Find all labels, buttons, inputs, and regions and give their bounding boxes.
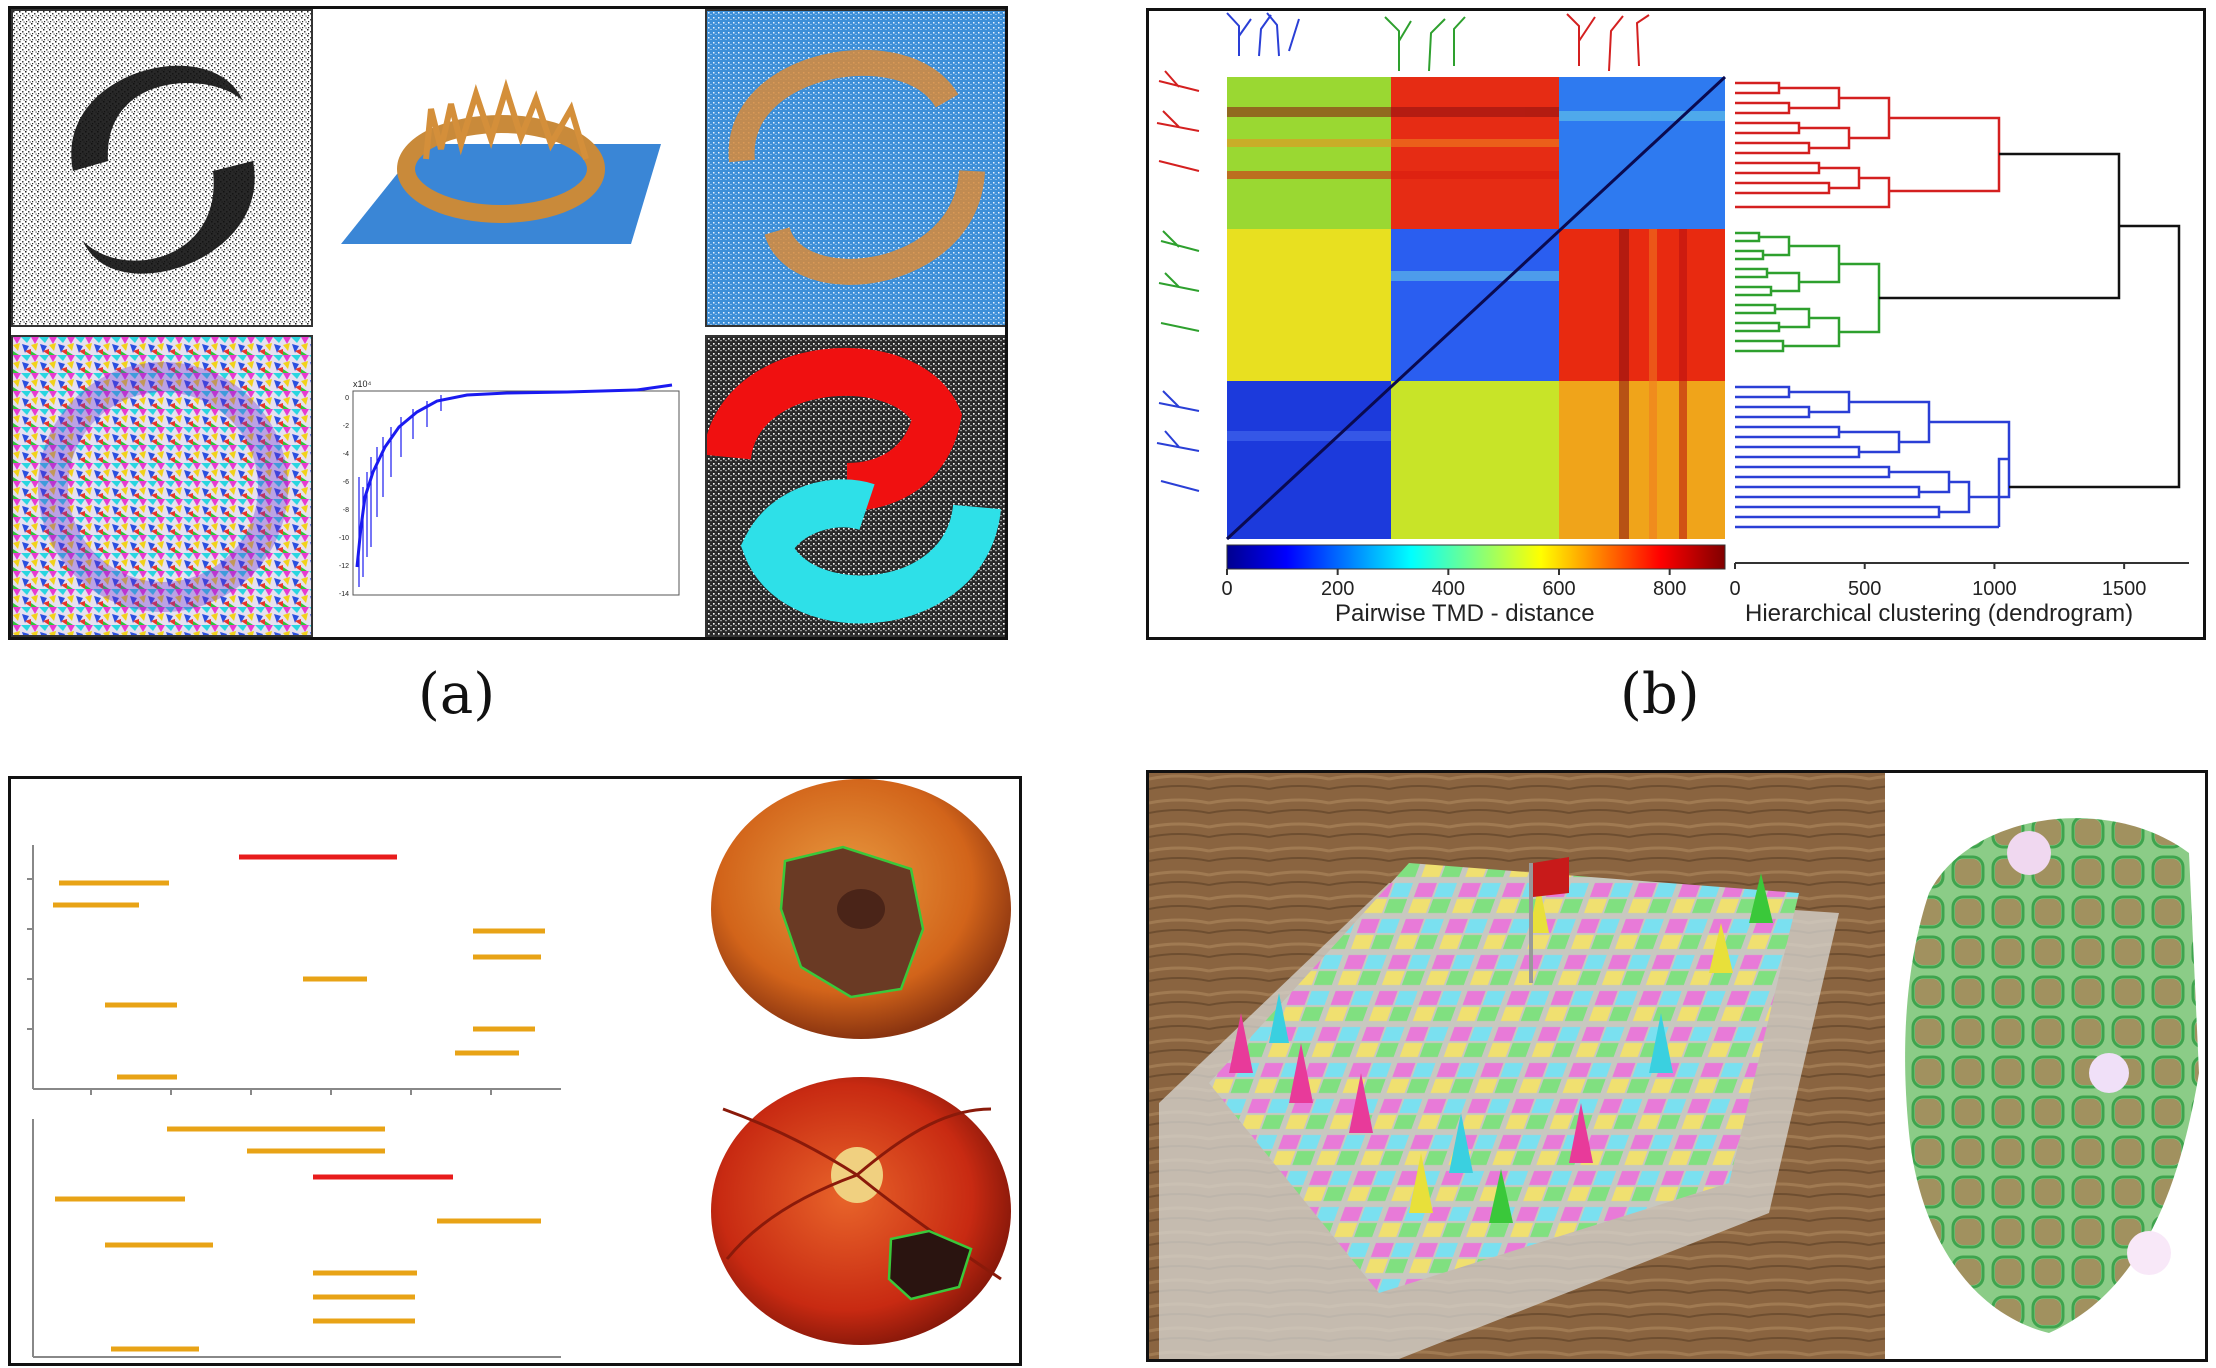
colorbar-label: Pairwise TMD - distance — [1335, 600, 1595, 627]
dendrogram-tick-label: 500 — [1848, 578, 1881, 600]
spiral-noise-image — [11, 9, 313, 327]
eigenvalue-plot: x10⁴ 0 -2 -4 -6 -8 -10 -12 -14 — [337, 377, 687, 603]
plot-y-tick-label: -12 — [339, 563, 349, 570]
retina-image-bottom — [711, 1077, 1011, 1345]
spiral-clustering-image — [705, 335, 1005, 637]
panel-b: 0 200 400 600 800 Pairwise TMD - distance — [1146, 8, 2206, 640]
colorbar-tick-label: 600 — [1542, 578, 1575, 600]
colorbar-tick-label: 0 — [1221, 578, 1232, 600]
dendrogram-tick-label: 0 — [1729, 578, 1740, 600]
plot-y-tick-label: 0 — [345, 395, 349, 402]
distance-matrix — [1225, 75, 1727, 541]
plot-y-tick-label: -10 — [339, 535, 349, 542]
interval-plot-top — [27, 845, 561, 1095]
spiral-density-image — [705, 9, 1005, 327]
cell-volume-rendering — [1885, 773, 2205, 1359]
retina-image-top — [711, 779, 1011, 1039]
caption-b: (b) — [1620, 662, 1700, 727]
dendrogram-ticks: 0 500 1000 1500 — [1729, 563, 2146, 600]
colorbar-tick-label: 400 — [1432, 578, 1465, 600]
plot-y-tick-label: -4 — [343, 451, 349, 458]
voronoi-segmentation-image — [11, 335, 313, 637]
interval-plot-bottom — [32, 1119, 561, 1358]
dendrogram-tick-label: 1500 — [2102, 578, 2147, 600]
terrain-rendering — [1149, 773, 1885, 1359]
dendrogram-label: Hierarchical clustering (dendrogram) — [1745, 600, 2133, 627]
dendrogram — [1735, 81, 2181, 529]
colorbar — [1226, 544, 1726, 570]
left-tree-thumbnails — [1156, 70, 1200, 492]
colorbar-tick-label: 200 — [1321, 578, 1354, 600]
caption-a: (a) — [418, 662, 496, 727]
plot-y-tick-label: -14 — [339, 591, 349, 598]
panel-d — [1146, 770, 2208, 1362]
plot-y-tick-label: -8 — [343, 507, 349, 514]
colorbar-tick-label: 800 — [1653, 578, 1686, 600]
plot-y-tick-label: -2 — [343, 423, 349, 430]
terrain-3d-image — [331, 49, 671, 259]
top-tree-thumbnails — [1226, 12, 1650, 72]
plot-y-tick-label: -6 — [343, 479, 349, 486]
panel-a: x10⁴ 0 -2 -4 -6 -8 -10 -12 -14 — [8, 6, 1008, 640]
plot-exponent-label: x10⁴ — [353, 379, 372, 389]
colorbar-ticks: 0 200 400 600 800 — [1221, 569, 1686, 600]
panel-c — [8, 776, 1022, 1366]
dendrogram-tick-label: 1000 — [1972, 578, 2017, 600]
